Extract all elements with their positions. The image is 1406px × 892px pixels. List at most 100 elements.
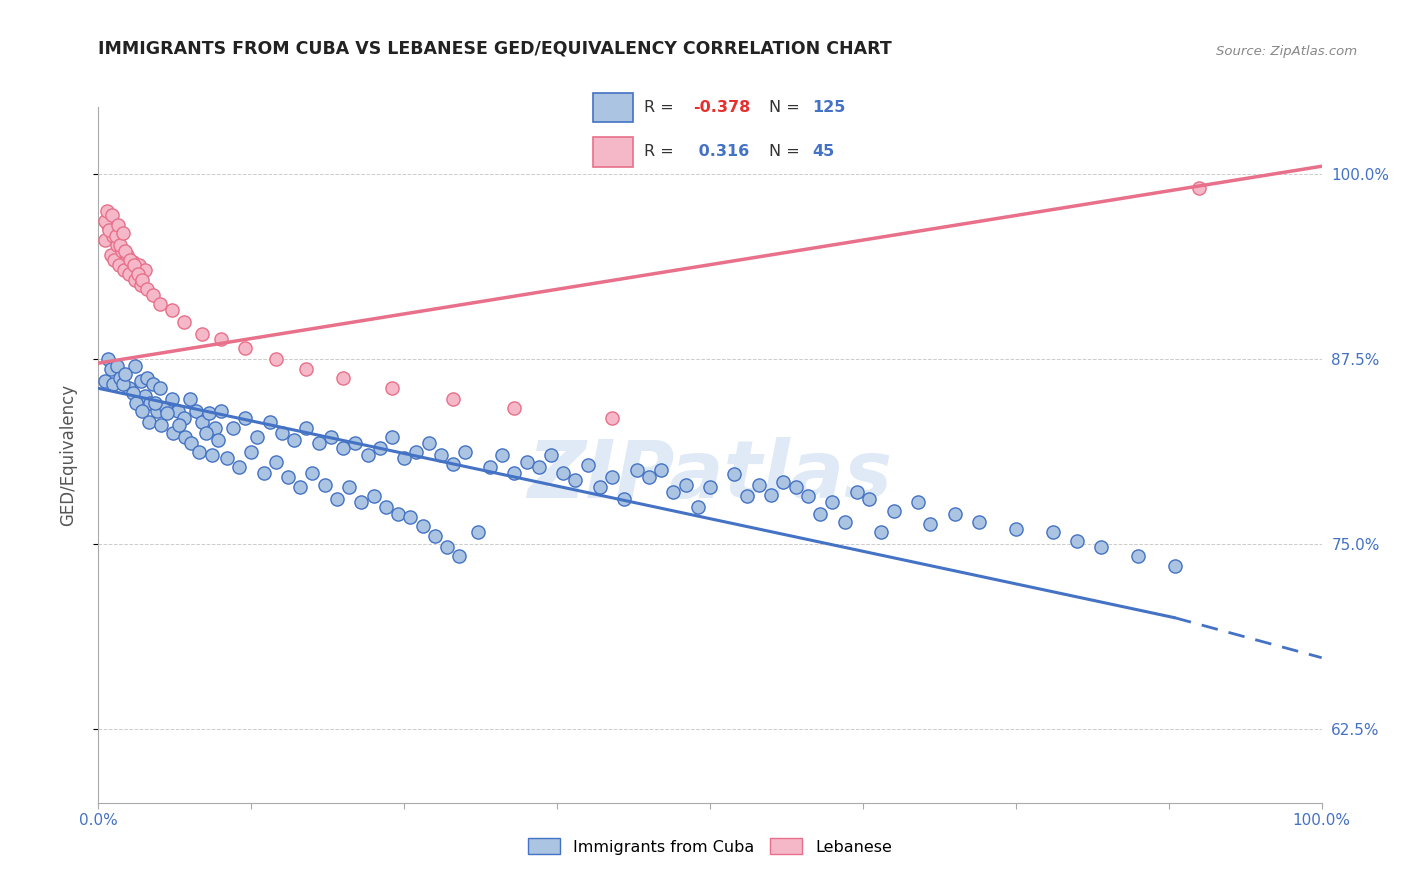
Point (100, 248, 122, 262)
Point (180, 436, 202, 450)
Point (167, 418, 190, 433)
Point (101, 208, 124, 222)
Point (233, 342, 256, 356)
Point (277, 470, 299, 484)
Point (112, 263, 135, 277)
Point (405, 445, 427, 459)
Point (540, 448, 562, 462)
Point (93, 214, 115, 228)
Point (295, 421, 318, 435)
Point (1042, 524, 1064, 539)
Point (675, 477, 697, 491)
Point (139, 396, 162, 410)
Point (503, 466, 526, 480)
Point (111, 376, 134, 391)
Point (191, 326, 214, 341)
Point (187, 445, 209, 459)
Point (128, 259, 150, 273)
Point (821, 495, 844, 509)
Text: 0.316: 0.316 (693, 144, 749, 159)
Point (264, 351, 287, 366)
Point (326, 492, 349, 507)
Point (97, 351, 120, 366)
Point (142, 376, 165, 391)
Point (136, 371, 159, 385)
Point (907, 495, 929, 509)
Point (105, 359, 128, 373)
Point (179, 392, 201, 406)
Point (246, 430, 269, 444)
Point (381, 430, 404, 444)
Point (174, 430, 197, 444)
Point (441, 392, 464, 406)
Point (283, 433, 305, 447)
Point (105, 237, 128, 252)
Point (387, 507, 409, 521)
Point (564, 473, 586, 487)
Point (142, 288, 165, 302)
Point (467, 524, 489, 539)
Point (111, 226, 134, 240)
Text: N =: N = (769, 144, 806, 159)
Point (412, 519, 434, 533)
Point (167, 403, 190, 417)
Point (332, 371, 354, 385)
Point (100, 362, 122, 376)
Point (295, 362, 318, 376)
Point (259, 415, 281, 429)
Point (138, 415, 160, 429)
Point (124, 273, 146, 287)
Text: -0.378: -0.378 (693, 100, 751, 115)
Point (233, 411, 256, 425)
Point (114, 244, 136, 258)
Point (600, 470, 623, 484)
Point (209, 333, 232, 347)
Point (125, 396, 148, 410)
Point (97, 219, 120, 233)
Point (301, 466, 323, 480)
Point (143, 396, 166, 410)
Point (337, 481, 360, 495)
Point (772, 475, 794, 489)
Legend: Immigrants from Cuba, Lebanese: Immigrants from Cuba, Lebanese (522, 831, 898, 861)
Point (127, 268, 149, 282)
Point (240, 445, 263, 459)
Point (173, 315, 195, 329)
Point (215, 450, 238, 465)
Point (160, 392, 183, 406)
Point (118, 268, 141, 282)
Point (120, 252, 142, 267)
Point (363, 489, 385, 503)
Point (160, 302, 183, 317)
Point (197, 407, 219, 421)
Point (436, 540, 458, 554)
Point (108, 259, 131, 273)
Point (503, 401, 526, 415)
Point (1128, 549, 1150, 563)
Point (423, 529, 446, 543)
Y-axis label: GED/Equivalency: GED/Equivalency (59, 384, 77, 526)
Point (527, 459, 550, 474)
Point (723, 467, 745, 482)
Point (121, 385, 143, 400)
Point (129, 277, 152, 292)
Point (149, 381, 172, 395)
Point (735, 489, 758, 503)
Point (967, 515, 990, 529)
Point (845, 484, 868, 499)
Point (186, 403, 208, 417)
Point (103, 252, 125, 267)
Point (553, 466, 575, 480)
Point (699, 481, 721, 495)
Point (638, 470, 661, 484)
Point (1164, 558, 1187, 573)
Point (748, 477, 770, 491)
Point (449, 549, 471, 563)
Point (418, 436, 440, 450)
Point (207, 433, 229, 447)
Point (761, 488, 783, 502)
Point (204, 421, 226, 435)
Point (290, 481, 312, 495)
Point (115, 248, 138, 262)
Point (134, 389, 156, 403)
